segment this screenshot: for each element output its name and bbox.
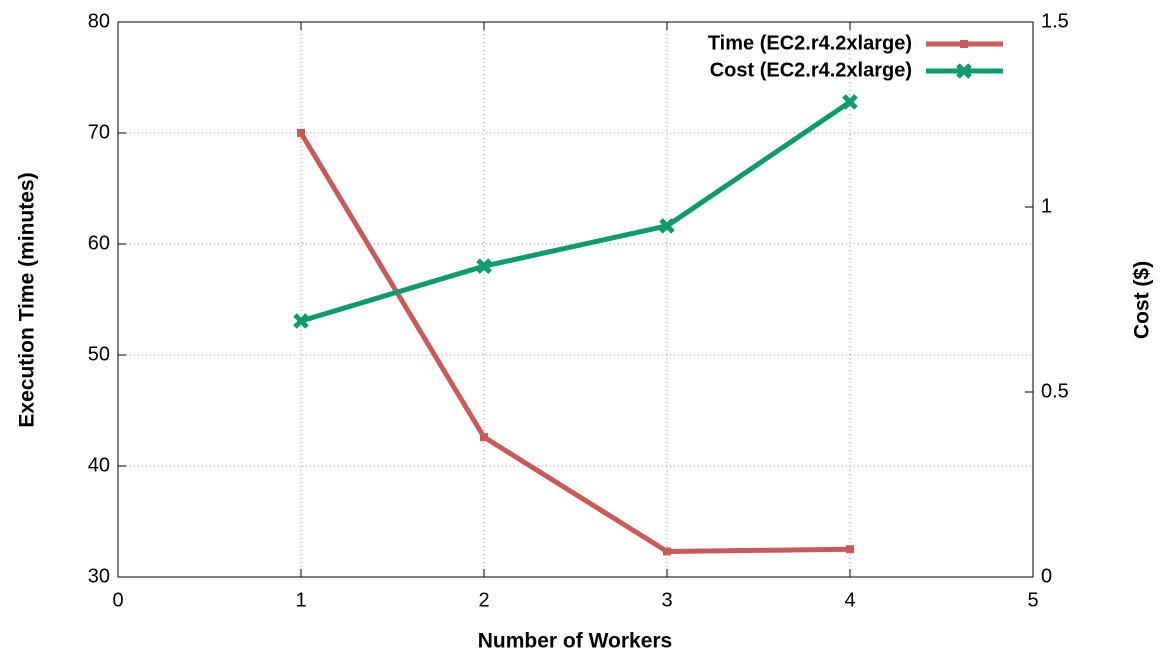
marker <box>297 129 305 137</box>
x-axis-label: Number of Workers <box>478 630 673 653</box>
legend-label: Cost (EC2.r4.2xlarge) <box>710 59 912 81</box>
legend-marker <box>956 63 972 79</box>
legend-label: Time (EC2.r4.2xlarge) <box>708 32 912 54</box>
marker <box>293 313 309 329</box>
x-tick-label: 3 <box>661 589 672 611</box>
y2-tick-label: 0 <box>1041 565 1052 587</box>
x-tick-label: 0 <box>112 589 123 611</box>
legend-marker <box>960 40 968 48</box>
y-axis-label: Execution Time (minutes) <box>16 172 39 427</box>
x-tick-label: 2 <box>478 589 489 611</box>
x-tick-label: 4 <box>844 589 855 611</box>
y2-tick-label: 1 <box>1041 195 1052 217</box>
marker <box>476 258 492 274</box>
marker <box>480 433 488 442</box>
y-tick-label: 60 <box>88 232 110 254</box>
y-tick-label: 40 <box>88 454 110 476</box>
y-tick-label: 30 <box>88 565 110 587</box>
x-tick-label: 1 <box>295 589 306 611</box>
y2-tick-label: 0.5 <box>1041 380 1069 402</box>
y-tick-label: 50 <box>88 343 110 365</box>
y-tick-label: 80 <box>88 10 110 32</box>
marker <box>842 94 858 110</box>
series-line <box>298 131 851 554</box>
marker <box>663 547 671 556</box>
x-tick-label: 5 <box>1027 589 1038 611</box>
series-line <box>300 99 852 324</box>
plot-frame <box>117 21 1034 578</box>
y2-tick-label: 1.5 <box>1041 10 1069 32</box>
y2-axis-label: Cost ($) <box>1131 261 1154 339</box>
y-tick-label: 70 <box>88 121 110 143</box>
marker <box>846 545 854 554</box>
marker <box>659 218 675 234</box>
